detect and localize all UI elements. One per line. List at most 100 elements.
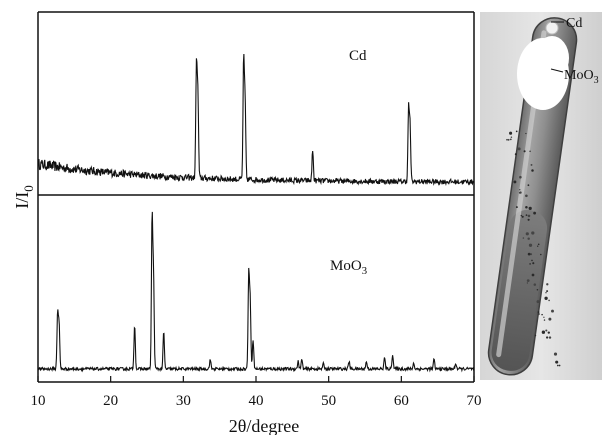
powder-speck (547, 331, 550, 334)
powder-speck (544, 296, 548, 300)
powder-speck (540, 253, 542, 256)
powder-speck (555, 360, 559, 364)
moo3-label-main: MoO (330, 258, 362, 274)
powder-speck (509, 138, 512, 141)
moo3-trace (37, 211, 475, 373)
powder-speck (523, 150, 526, 153)
powder-speck (526, 279, 530, 282)
powder-speck (543, 316, 545, 318)
powder-speck (525, 232, 529, 236)
powder-speck (519, 175, 522, 179)
powder-speck (531, 273, 535, 277)
powder-speck (546, 283, 549, 286)
powder-speck (527, 252, 531, 256)
powder-speck (543, 319, 546, 321)
y-axis-title: I/I0 (12, 185, 36, 209)
powder-speck (531, 231, 535, 235)
x-tick-label: 50 (321, 393, 336, 409)
powder-speck (531, 169, 534, 172)
powder-speck (529, 150, 531, 153)
powder-speck (515, 130, 518, 133)
powder-speck (510, 136, 513, 139)
moo3-deposit-glow (535, 36, 569, 80)
powder-speck (548, 336, 552, 339)
powder-speck (509, 131, 513, 135)
powder-speck (538, 313, 540, 315)
powder-speck (518, 192, 521, 194)
powder-speck (537, 243, 540, 246)
powder-speck (521, 215, 524, 218)
powder-speck (558, 364, 561, 367)
powder-speck (513, 180, 517, 184)
powder-speck (525, 132, 527, 135)
powder-speck (530, 163, 533, 166)
photo-label-moo3-sub: 3 (594, 75, 599, 86)
powder-speck (548, 299, 550, 302)
powder-speck (545, 329, 548, 332)
moo3-panel-label: MoO3 (330, 258, 368, 277)
x-tick-label: 40 (249, 393, 264, 409)
x-tick-label: 20 (103, 393, 118, 409)
x-tick-label: 30 (176, 393, 191, 409)
powder-speck (527, 237, 530, 240)
powder-speck (517, 147, 521, 151)
powder-speck (525, 194, 528, 198)
powder-speck (525, 214, 528, 216)
moo3-deposit (517, 21, 569, 110)
y-axis-title-main: I/I (12, 192, 32, 209)
tube-highlight (496, 30, 547, 358)
powder-specks (506, 130, 561, 367)
tube-photo: Cd MoO3 (480, 12, 602, 380)
powder-speck (533, 283, 537, 286)
powder-speck (520, 214, 523, 217)
powder-speck (526, 282, 529, 284)
powder-speck (532, 262, 535, 265)
powder-speck (528, 206, 532, 211)
powder-speck (515, 206, 518, 209)
powder-speck (537, 245, 539, 247)
powder-speck (551, 309, 554, 313)
powder-speck (541, 330, 546, 334)
powder-speck (541, 313, 543, 316)
powder-speck (514, 153, 517, 156)
x-tick-label: 60 (394, 393, 409, 409)
powder-speck (527, 218, 530, 221)
powder-speck (548, 317, 552, 321)
photo-label-moo3: MoO3 (564, 68, 599, 86)
powder-speck (553, 352, 558, 356)
x-axis-title: 2θ/degree (229, 416, 300, 435)
powder-speck (536, 300, 540, 304)
powder-speck (531, 259, 533, 262)
powder-speck (556, 364, 559, 367)
moo3-pointer (550, 68, 564, 73)
powder-speck (522, 237, 525, 239)
powder-speck (507, 138, 510, 141)
powder-speck (533, 211, 536, 215)
powder-speck (529, 263, 531, 265)
powder-speck (536, 288, 539, 291)
traces (37, 53, 475, 373)
powder-speck (527, 214, 531, 218)
x-tick-label: 10 (31, 393, 46, 409)
plot-area (37, 11, 475, 383)
powder-speck (534, 334, 537, 337)
powder-speck (545, 336, 549, 339)
y-axis-title-group: I/I0 (12, 185, 36, 209)
x-tick-label: 70 (467, 393, 482, 409)
powder-speck (527, 184, 530, 187)
photo-label-cd: Cd (566, 16, 582, 31)
powder-speck (519, 189, 521, 191)
x-ticks: 10 20 30 40 50 60 70 (31, 376, 482, 409)
cd-trace (37, 53, 475, 187)
powder-speck (528, 243, 533, 247)
y-axis-title-sub: 0 (21, 185, 36, 192)
powder-speck (525, 205, 528, 209)
photo-label-moo3-main: MoO (564, 68, 594, 83)
test-tube (487, 17, 578, 376)
powder-speck (537, 311, 540, 314)
powder-fill (491, 209, 548, 371)
powder-speck (506, 138, 508, 141)
powder-speck (545, 292, 547, 294)
cd-spot (545, 21, 559, 35)
